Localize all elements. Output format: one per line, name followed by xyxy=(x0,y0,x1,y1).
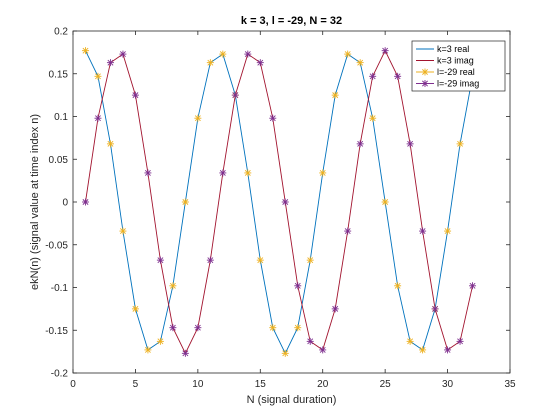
legend-item: l=-29 real xyxy=(416,67,475,77)
data-point xyxy=(294,282,302,290)
data-point xyxy=(156,256,164,264)
legend-item: k=3 real xyxy=(416,44,469,54)
data-point xyxy=(94,114,102,122)
data-point xyxy=(231,91,239,99)
data-point xyxy=(306,256,314,264)
data-point xyxy=(144,169,152,177)
series-k-3-imag xyxy=(85,49,473,355)
x-tick-label: 15 xyxy=(255,379,267,390)
data-point xyxy=(106,140,114,148)
data-point xyxy=(381,198,389,206)
data-point xyxy=(219,169,227,177)
data-point xyxy=(281,349,289,357)
legend-marker xyxy=(421,80,429,87)
data-point xyxy=(269,324,277,332)
x-axis-label: N (signal duration) xyxy=(247,394,337,406)
x-tick-label: 20 xyxy=(317,379,329,390)
data-point xyxy=(244,169,252,177)
x-tick-label: 0 xyxy=(70,379,76,390)
x-tick-label: 10 xyxy=(192,379,204,390)
data-point xyxy=(106,59,114,67)
data-point xyxy=(419,346,427,354)
data-point xyxy=(344,227,352,235)
data-point xyxy=(119,50,127,58)
data-point xyxy=(181,349,189,357)
legend-label: l=-29 real xyxy=(437,67,475,77)
y-tick-label: -0.2 xyxy=(51,369,69,380)
data-point xyxy=(444,346,452,354)
data-point xyxy=(119,227,127,235)
data-point xyxy=(356,140,364,148)
data-point xyxy=(394,282,402,290)
data-point xyxy=(306,337,314,345)
x-tick-label: 25 xyxy=(380,379,392,390)
data-point xyxy=(344,50,352,58)
data-point xyxy=(244,50,252,58)
data-point xyxy=(319,169,327,177)
data-point xyxy=(369,114,377,122)
x-tick-label: 5 xyxy=(133,379,139,390)
y-axis-label: ekN(n) (signal value at time index n) xyxy=(29,114,41,290)
legend-label: k=3 imag xyxy=(437,56,474,66)
y-tick-label: 0.2 xyxy=(54,27,68,38)
series-l-29-imag xyxy=(81,47,477,357)
legend-label: l=-29 imag xyxy=(437,79,479,89)
x-tick-label: 30 xyxy=(442,379,454,390)
data-point xyxy=(331,305,339,313)
data-point xyxy=(256,256,264,264)
data-point xyxy=(206,256,214,264)
data-point xyxy=(331,91,339,99)
y-tick-label: 0.05 xyxy=(49,155,69,166)
y-tick-label: 0.1 xyxy=(54,112,68,123)
data-point xyxy=(256,59,264,67)
data-point xyxy=(369,72,377,80)
chart-title: k = 3, l = -29, N = 32 xyxy=(241,15,342,27)
data-point xyxy=(156,337,164,345)
data-point xyxy=(381,47,389,55)
data-point xyxy=(394,72,402,80)
data-point xyxy=(81,47,89,55)
y-tick-label: 0.15 xyxy=(49,69,69,80)
data-point xyxy=(456,337,464,345)
legend-item: k=3 imag xyxy=(416,56,474,66)
data-point xyxy=(169,282,177,290)
data-point xyxy=(131,305,139,313)
data-point xyxy=(194,324,202,332)
data-point xyxy=(144,346,152,354)
data-point xyxy=(406,337,414,345)
legend-label: k=3 real xyxy=(437,44,469,54)
data-point xyxy=(294,324,302,332)
data-point xyxy=(456,140,464,148)
data-point xyxy=(269,114,277,122)
data-point xyxy=(94,72,102,80)
y-tick-label: -0.15 xyxy=(45,326,68,337)
data-point xyxy=(356,59,364,67)
y-tick-label: 0 xyxy=(62,198,68,209)
x-tick-label: 35 xyxy=(504,379,516,390)
data-point xyxy=(181,198,189,206)
y-tick-label: -0.1 xyxy=(51,283,69,294)
data-point xyxy=(319,346,327,354)
data-point xyxy=(169,324,177,332)
series-line xyxy=(85,49,473,355)
data-point xyxy=(194,114,202,122)
series-k-3-real xyxy=(85,50,473,355)
series-l-29-real xyxy=(81,47,477,357)
data-point xyxy=(219,50,227,58)
data-point xyxy=(469,282,477,290)
legend-item: l=-29 imag xyxy=(416,79,479,89)
data-point xyxy=(206,59,214,67)
y-tick-label: -0.05 xyxy=(45,240,68,251)
series-line xyxy=(85,50,473,355)
legend-marker xyxy=(421,68,429,76)
data-point xyxy=(431,305,439,313)
data-point xyxy=(81,198,89,206)
data-point xyxy=(444,227,452,235)
data-point xyxy=(406,140,414,148)
data-point xyxy=(281,198,289,206)
data-point xyxy=(131,91,139,99)
data-point xyxy=(419,227,427,235)
